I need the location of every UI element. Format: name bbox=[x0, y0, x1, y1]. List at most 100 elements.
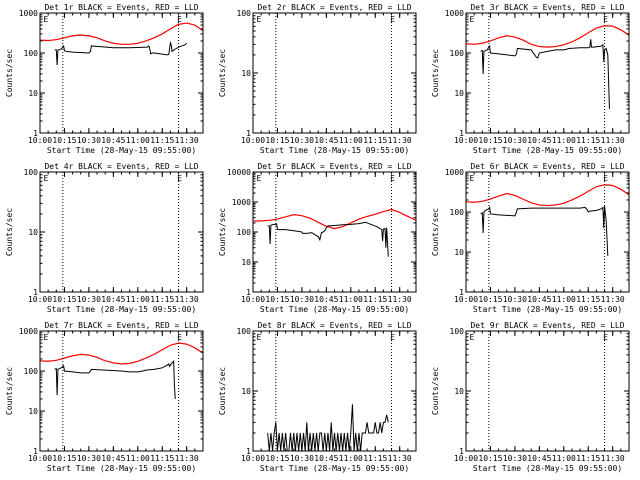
y-tick-label: 10 bbox=[241, 258, 251, 267]
x-tick-label: 10:00 bbox=[28, 136, 52, 145]
y-axis-label: Counts/sec bbox=[431, 367, 440, 415]
e-marker: E bbox=[44, 15, 49, 24]
x-tick-label: 10:45 bbox=[527, 295, 551, 304]
y-tick-label: 1 bbox=[459, 129, 464, 138]
x-tick-label: 10:30 bbox=[290, 454, 314, 463]
x-axis-label: Start Time (28-May-15 09:55:00) bbox=[260, 464, 409, 473]
y-axis-label: Counts/sec bbox=[5, 208, 14, 256]
x-tick-label: 11:15 bbox=[150, 454, 174, 463]
x-tick-label: 10:30 bbox=[503, 454, 527, 463]
x-tick-label: 11:00 bbox=[339, 454, 363, 463]
x-tick-label: 10:15 bbox=[265, 454, 289, 463]
y-axis-label: Counts/sec bbox=[218, 49, 227, 97]
x-tick-label: 11:30 bbox=[601, 136, 625, 145]
events-series-line bbox=[480, 39, 610, 109]
e-marker: E bbox=[603, 333, 608, 342]
x-tick-label: 10:30 bbox=[503, 295, 527, 304]
e-marker: E bbox=[257, 333, 262, 342]
panel-title: Det 8r BLACK = Events, RED = LLD bbox=[257, 321, 411, 330]
e-marker: E bbox=[390, 174, 395, 183]
y-tick-label: 1 bbox=[246, 288, 251, 297]
y-axis-label: Counts/sec bbox=[5, 49, 14, 97]
panel-1: Det 1r BLACK = Events, RED = LLD E E 1 10 100… bbox=[5, 3, 204, 155]
e-marker: E bbox=[390, 333, 395, 342]
events-series-line bbox=[480, 205, 609, 256]
y-tick-label: 1 bbox=[33, 288, 38, 297]
y-tick-label: 1000 bbox=[445, 9, 464, 18]
x-tick-label: 11:30 bbox=[388, 136, 412, 145]
y-tick-label: 1 bbox=[33, 447, 38, 456]
x-tick-label: 10:00 bbox=[454, 136, 478, 145]
x-tick-label: 10:15 bbox=[52, 295, 76, 304]
y-tick-label: 1000 bbox=[232, 198, 251, 207]
e-marker: E bbox=[177, 174, 182, 183]
x-axis-label: Start Time (28-May-15 09:55:00) bbox=[260, 146, 409, 155]
x-tick-label: 11:15 bbox=[363, 454, 387, 463]
x-tick-label: 11:30 bbox=[388, 295, 412, 304]
lld-series-line bbox=[253, 208, 416, 230]
e-marker: E bbox=[44, 174, 49, 183]
x-axis-label: Start Time (28-May-15 09:55:00) bbox=[260, 305, 409, 314]
x-tick-label: 11:30 bbox=[601, 454, 625, 463]
y-tick-label: 1 bbox=[246, 447, 251, 456]
x-tick-label: 10:15 bbox=[52, 454, 76, 463]
y-tick-label: 1 bbox=[33, 129, 38, 138]
x-tick-label: 10:30 bbox=[290, 295, 314, 304]
lld-series-line bbox=[466, 25, 629, 48]
x-tick-label: 10:15 bbox=[265, 295, 289, 304]
x-tick-label: 10:45 bbox=[527, 454, 551, 463]
y-tick-label: 10 bbox=[454, 248, 464, 257]
x-tick-label: 10:00 bbox=[241, 454, 265, 463]
x-tick-label: 11:15 bbox=[363, 136, 387, 145]
e-marker: E bbox=[470, 174, 475, 183]
panel-title: Det 5r BLACK = Events, RED = LLD bbox=[257, 162, 411, 171]
panel-title: Det 4r BLACK = Events, RED = LLD bbox=[44, 162, 198, 171]
x-tick-label: 11:00 bbox=[339, 136, 363, 145]
e-marker: E bbox=[390, 15, 395, 24]
x-tick-label: 10:15 bbox=[265, 136, 289, 145]
panel-title: Det 7r BLACK = Events, RED = LLD bbox=[44, 321, 198, 330]
y-tick-label: 10 bbox=[28, 228, 38, 237]
x-tick-label: 11:00 bbox=[126, 454, 150, 463]
e-marker: E bbox=[257, 174, 262, 183]
y-tick-label: 100 bbox=[450, 208, 465, 217]
y-tick-label: 100 bbox=[24, 367, 39, 376]
panel-2: Det 2r BLACK = Events, RED = LLD E E 1 10 100… bbox=[218, 3, 417, 155]
x-tick-label: 11:00 bbox=[552, 454, 576, 463]
x-tick-label: 10:00 bbox=[241, 295, 265, 304]
x-tick-label: 11:00 bbox=[339, 295, 363, 304]
y-axis-label: Counts/sec bbox=[218, 367, 227, 415]
x-tick-label: 10:00 bbox=[241, 136, 265, 145]
e-marker: E bbox=[177, 15, 182, 24]
x-tick-label: 11:00 bbox=[552, 295, 576, 304]
e-marker: E bbox=[470, 333, 475, 342]
panel-8: Det 8r BLACK = Events, RED = LLD E E 1 10 100… bbox=[218, 321, 417, 473]
x-tick-label: 10:30 bbox=[290, 136, 314, 145]
x-tick-label: 10:15 bbox=[478, 295, 502, 304]
y-tick-label: 1 bbox=[459, 288, 464, 297]
y-tick-label: 10 bbox=[241, 387, 251, 396]
x-tick-label: 10:30 bbox=[503, 136, 527, 145]
y-tick-label: 10 bbox=[241, 69, 251, 78]
events-series-line bbox=[267, 404, 389, 451]
x-tick-label: 10:00 bbox=[454, 295, 478, 304]
y-tick-label: 1000 bbox=[19, 327, 38, 336]
y-tick-label: 10 bbox=[28, 407, 38, 416]
x-tick-label: 11:30 bbox=[175, 454, 199, 463]
x-tick-label: 10:30 bbox=[77, 295, 101, 304]
x-tick-label: 10:45 bbox=[314, 454, 338, 463]
x-tick-label: 11:15 bbox=[150, 136, 174, 145]
y-tick-label: 10 bbox=[28, 89, 38, 98]
y-tick-label: 100 bbox=[450, 327, 465, 336]
e-marker: E bbox=[470, 15, 475, 24]
x-tick-label: 11:30 bbox=[388, 454, 412, 463]
panel-title: Det 3r BLACK = Events, RED = LLD bbox=[470, 3, 624, 12]
x-tick-label: 11:00 bbox=[552, 136, 576, 145]
panel-5: Det 5r BLACK = Events, RED = LLD E E 1 10 100… bbox=[218, 162, 417, 314]
panel-title: Det 1r BLACK = Events, RED = LLD bbox=[44, 3, 198, 12]
y-tick-label: 100 bbox=[24, 49, 39, 58]
x-tick-label: 10:15 bbox=[478, 454, 502, 463]
y-tick-label: 100 bbox=[24, 168, 39, 177]
x-tick-label: 11:15 bbox=[576, 295, 600, 304]
y-tick-label: 1000 bbox=[19, 9, 38, 18]
